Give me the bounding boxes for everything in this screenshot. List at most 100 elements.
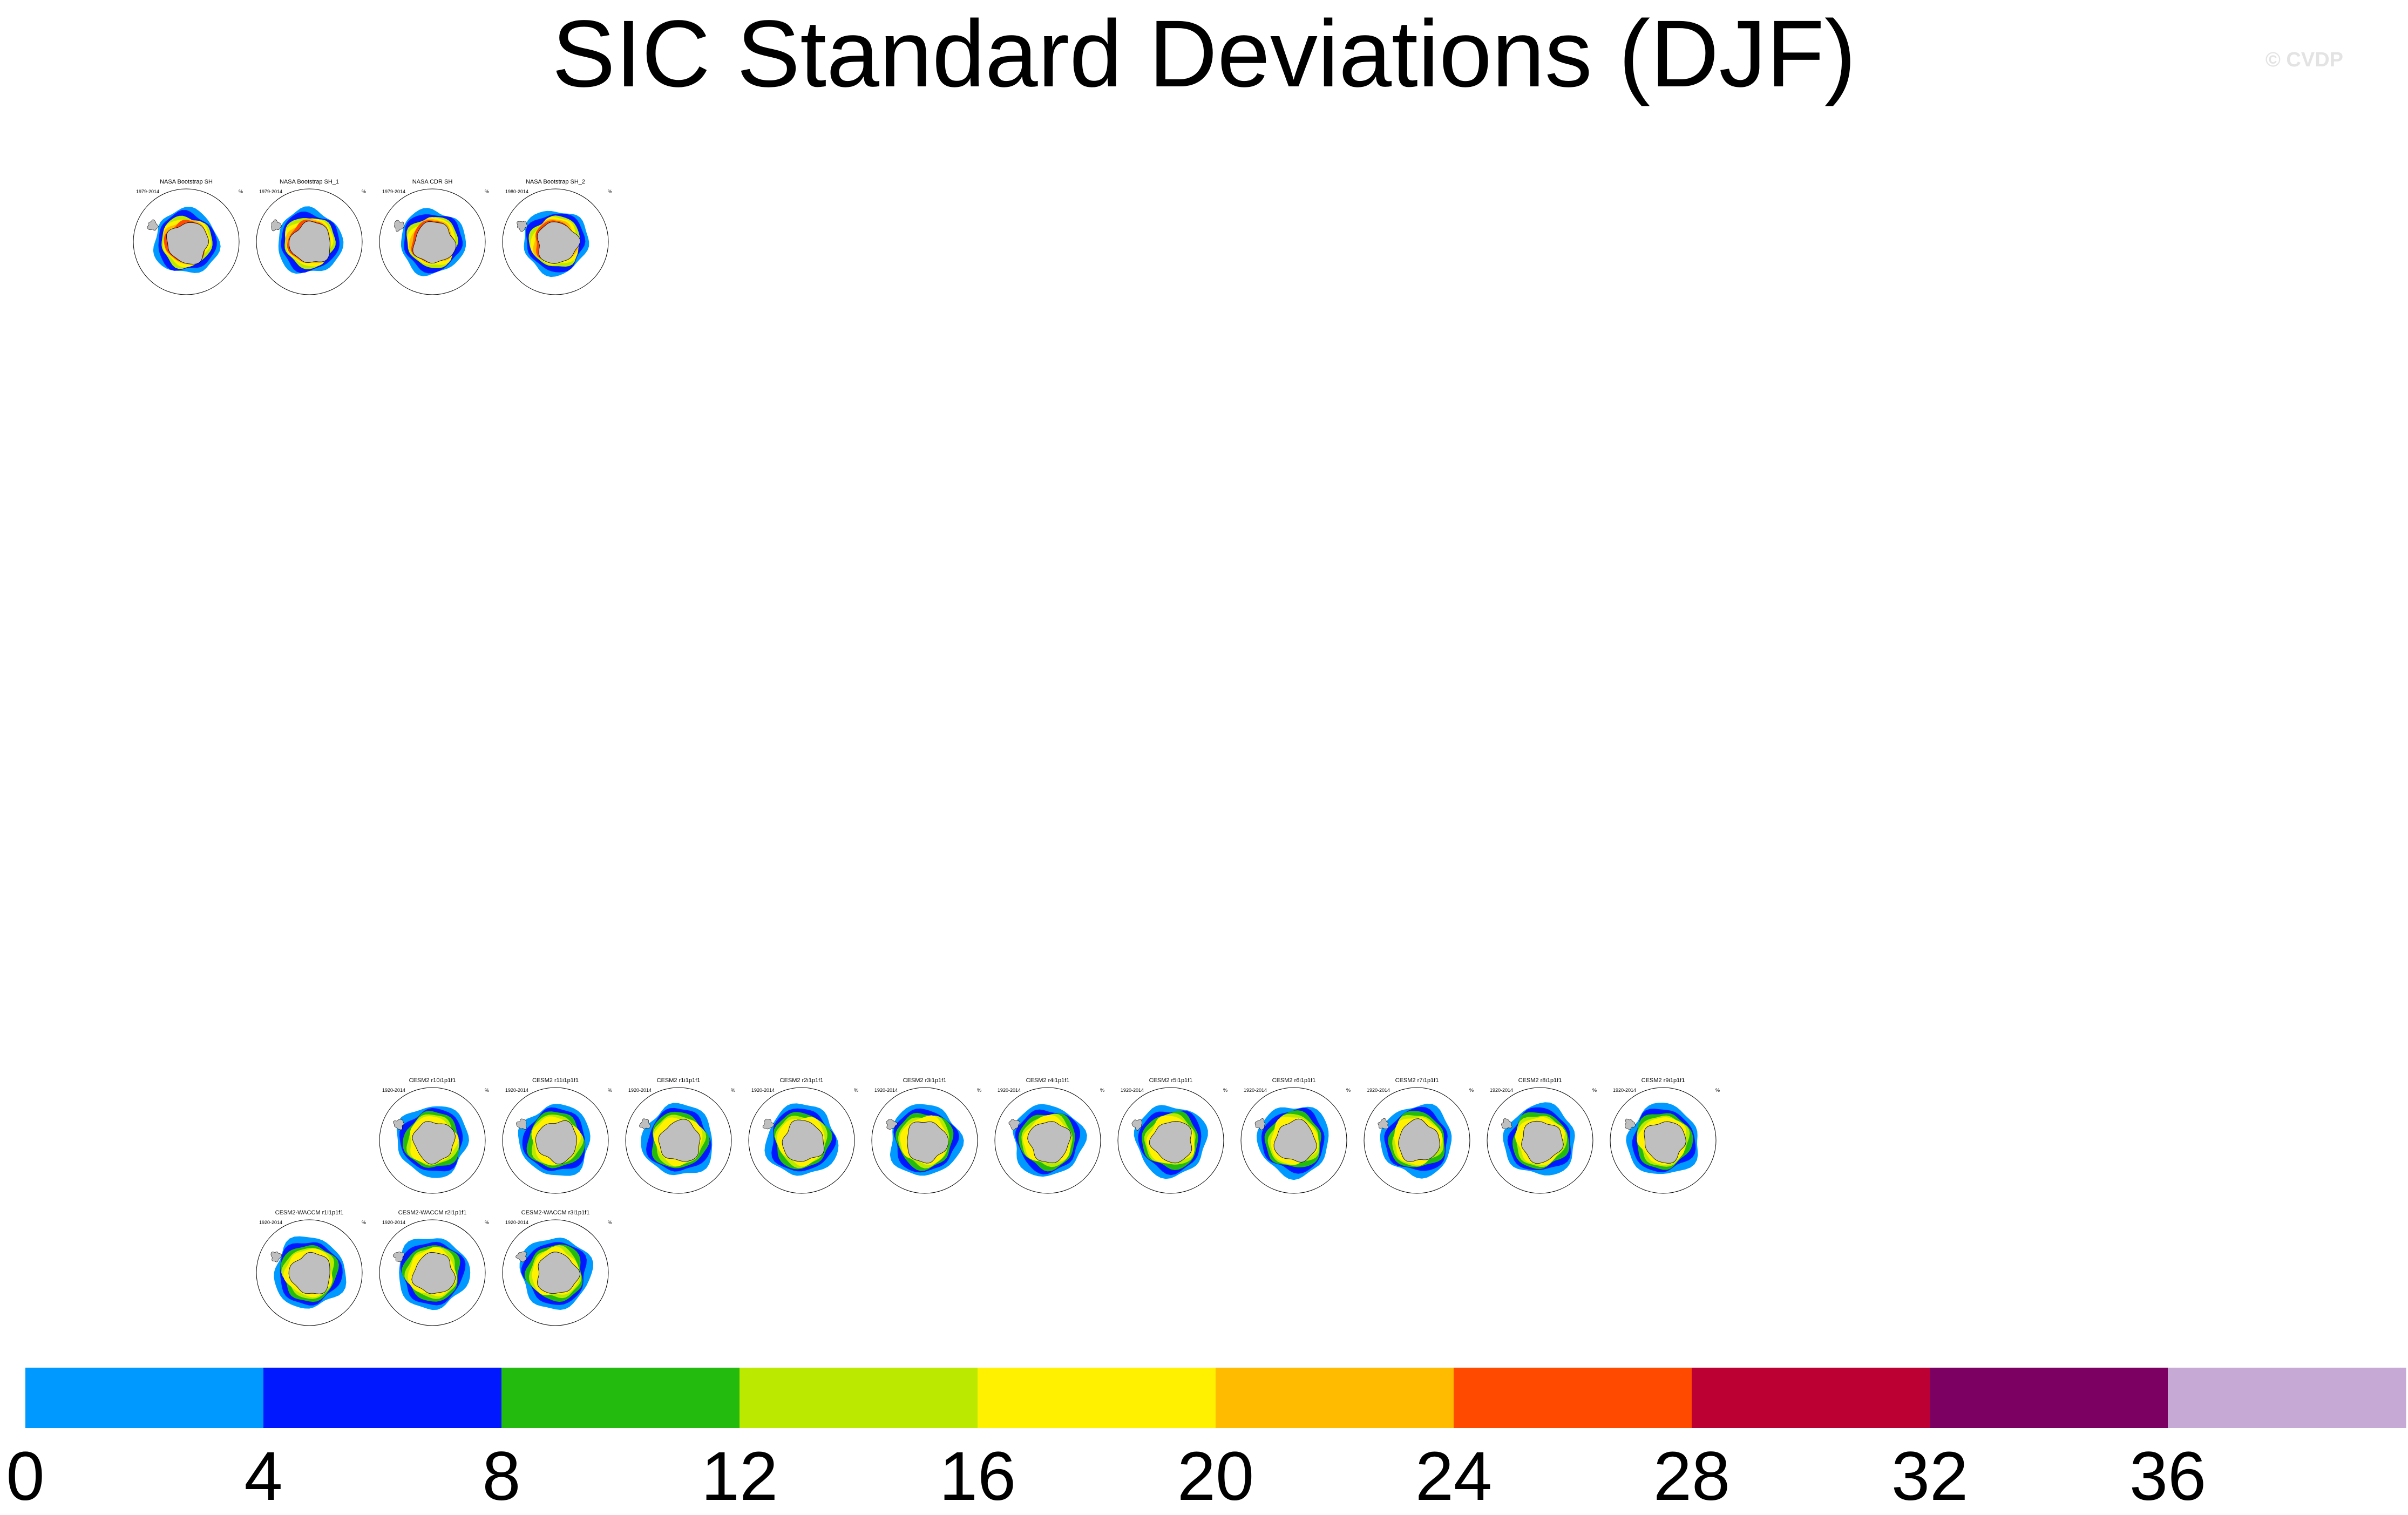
panel-title: CESM2 r3i1p1f1 (903, 1077, 947, 1084)
panel-title: CESM2 r2i1p1f1 (780, 1077, 824, 1084)
antarctica-land (1027, 1121, 1071, 1164)
panel-years: 1920-2014 (1613, 1088, 1636, 1093)
panel-units: % (485, 1220, 489, 1225)
colorbar-tick-label: 20 (1177, 1438, 1254, 1515)
colorbar (25, 1368, 2406, 1428)
panel-title: NASA Bootstrap SH_1 (280, 179, 339, 185)
colorbar-tick-label: 4 (244, 1438, 283, 1515)
panel-title: CESM2-WACCM r3i1p1f1 (521, 1210, 590, 1216)
panel-units: % (1592, 1088, 1597, 1093)
colorbar-tick-label: 0 (6, 1438, 45, 1515)
map-panel: CESM2-WACCM r2i1p1f1 1920-2014% (379, 1210, 489, 1326)
colorbar-tick-label: 24 (1415, 1438, 1493, 1515)
panel-years: 1920-2014 (259, 1220, 282, 1225)
panel-years: 1980-2014 (505, 189, 528, 194)
map-panel: CESM2 r6i1p1f1 1920-2014% (1240, 1077, 1351, 1194)
peninsula-land (1131, 1119, 1143, 1131)
map-panel: CESM2 r10i1p1f1 1920-2014% (379, 1077, 489, 1194)
antarctica-land (412, 1121, 456, 1165)
panel-years: 1920-2014 (1121, 1088, 1144, 1093)
map-panel: CESM2 r9i1p1f1 1920-2014% (1610, 1077, 1720, 1194)
peninsula-land (147, 219, 159, 231)
peninsula-land (393, 1119, 404, 1130)
antarctica-land (1644, 1121, 1686, 1164)
antarctica-land (537, 221, 581, 264)
panel-title: CESM2 r9i1p1f1 (1641, 1077, 1685, 1084)
antarctica-land (907, 1121, 949, 1164)
panel-units: % (1715, 1088, 1720, 1093)
panel-units: % (362, 189, 366, 194)
panel-years: 1920-2014 (505, 1088, 528, 1093)
panel-years: 1979-2014 (136, 189, 159, 194)
map-panel: CESM2 r7i1p1f1 1920-2014% (1364, 1077, 1474, 1194)
panel-years: 1920-2014 (751, 1088, 775, 1093)
panel-title: NASA Bootstrap SH (160, 179, 213, 185)
panel-title: CESM2 r8i1p1f1 (1518, 1077, 1562, 1084)
peninsula-land (392, 1251, 405, 1262)
antarctica-land (1521, 1120, 1564, 1164)
panel-title: CESM2 r4i1p1f1 (1026, 1077, 1070, 1084)
panel-years: 1979-2014 (259, 189, 282, 194)
map-panel: CESM2-WACCM r1i1p1f1 1920-2014% (256, 1210, 366, 1326)
panel-years: 1920-2014 (1244, 1088, 1267, 1093)
cvdp-watermark: © CVDP (2265, 49, 2343, 71)
panel-years: 1920-2014 (1367, 1088, 1390, 1093)
colorbar-segment (1692, 1368, 1930, 1428)
panel-years: 1920-2014 (1490, 1088, 1513, 1093)
map-panel: NASA CDR SH 1979-2014% (379, 179, 489, 295)
figure-title: SIC Standard Deviations (DJF) (552, 1, 1856, 107)
peninsula-land (1501, 1118, 1512, 1129)
panel-years: 1979-2014 (382, 189, 405, 194)
colorbar-segment (740, 1368, 978, 1428)
panel-title: CESM2-WACCM r2i1p1f1 (398, 1210, 467, 1216)
antarctica-land (537, 1252, 581, 1294)
map-panel: CESM2 r5i1p1f1 1920-2014% (1117, 1077, 1227, 1194)
peninsula-land (271, 219, 282, 232)
panel-units: % (485, 1088, 489, 1093)
colorbar-tick-label: 36 (2129, 1438, 2207, 1515)
colorbar-tick-label: 32 (1891, 1438, 1969, 1515)
map-panel: CESM2 r8i1p1f1 1920-2014% (1487, 1077, 1597, 1194)
antarctica-land (288, 221, 330, 263)
panel-units: % (608, 189, 612, 194)
colorbar-tick-label: 12 (701, 1438, 778, 1515)
panel-units: % (1346, 1088, 1351, 1093)
panel-units: % (1100, 1088, 1104, 1093)
peninsula-land (639, 1118, 650, 1130)
peninsula-land (1625, 1118, 1636, 1130)
panel-title: NASA CDR SH (412, 179, 453, 185)
antarctica-land (1149, 1121, 1192, 1164)
peninsula-land (1254, 1118, 1265, 1130)
panel-title: CESM2 r5i1p1f1 (1149, 1077, 1193, 1084)
colorbar-segment (25, 1368, 264, 1428)
panel-units: % (608, 1088, 612, 1093)
panel-title: CESM2 r6i1p1f1 (1272, 1077, 1316, 1084)
panel-years: 1920-2014 (505, 1220, 528, 1225)
antarctica-land (535, 1120, 578, 1165)
panel-units: % (1223, 1088, 1227, 1093)
antarctica-land (288, 1252, 330, 1294)
antarctica-land (412, 221, 457, 264)
antarctica-land (166, 222, 209, 264)
panel-title: CESM2 r1i1p1f1 (657, 1077, 701, 1084)
colorbar-tick-label: 16 (939, 1438, 1016, 1515)
panel-title: NASA Bootstrap SH_2 (526, 179, 585, 185)
map-panel: NASA Bootstrap SH_2 1980-2014% (502, 179, 612, 295)
colorbar-segment (2168, 1368, 2406, 1428)
peninsula-land (1378, 1118, 1389, 1129)
map-panel: CESM2 r3i1p1f1 1920-2014% (871, 1077, 981, 1194)
panel-units: % (362, 1220, 366, 1225)
peninsula-land (515, 1251, 527, 1262)
colorbar-tick-label: 28 (1653, 1438, 1731, 1515)
colorbar-segment (1454, 1368, 1692, 1428)
peninsula-land (270, 1252, 282, 1262)
peninsula-land (517, 221, 528, 232)
panel-units: % (731, 1088, 735, 1093)
panel-years: 1920-2014 (998, 1088, 1021, 1093)
antarctica-land (1398, 1118, 1440, 1163)
panel-title: CESM2 r10i1p1f1 (409, 1077, 456, 1084)
panel-units: % (608, 1220, 612, 1225)
peninsula-land (886, 1118, 898, 1130)
colorbar-segment (1216, 1368, 1454, 1428)
